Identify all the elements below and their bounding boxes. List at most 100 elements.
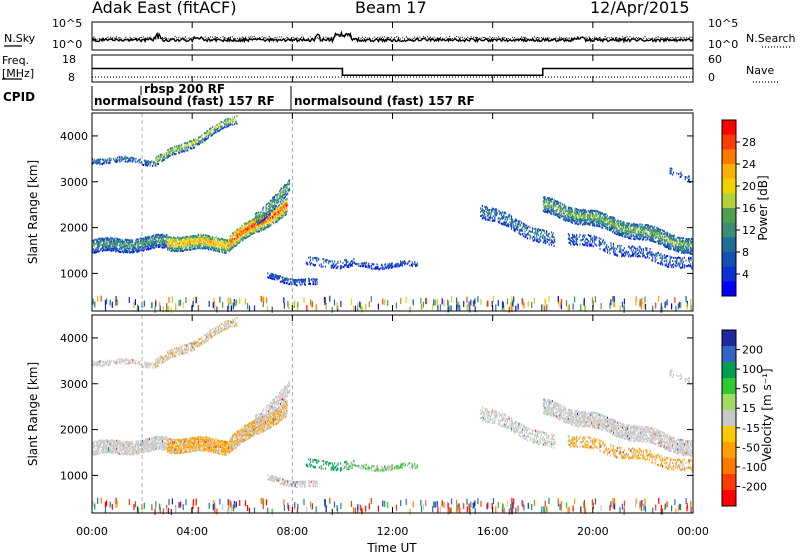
power-colorbar-tick-label: 12 — [742, 224, 756, 237]
velocity-colorbar-label: Velocity [m s⁻¹] — [760, 368, 774, 461]
freq-label-1: Freq. — [2, 54, 29, 67]
power-colorbar-swatch — [722, 134, 736, 150]
noise-sky-trace — [91, 30, 694, 44]
x-tick-label: 04:00 — [176, 525, 208, 538]
power-colorbar-tick-label: 20 — [742, 180, 756, 193]
x-tick-label: 00:00 — [677, 525, 709, 538]
nave-tick-top: 60 — [708, 53, 722, 66]
freq-label-2: [MHz] — [2, 67, 34, 80]
cpid-label: CPID — [3, 90, 35, 104]
velocity-colorbar-tick-label: 100 — [742, 363, 763, 376]
frequency-trace — [92, 67, 693, 77]
power-feature — [567, 232, 694, 270]
velocity-colorbar-swatch — [722, 362, 736, 379]
velocity-feature — [567, 434, 694, 472]
power-colorbar-swatch — [722, 281, 736, 297]
power-feature — [167, 233, 230, 254]
velocity-colorbar-frame — [721, 329, 737, 507]
y-tick-label: 2000 — [60, 424, 88, 437]
power-colorbar-swatch — [722, 222, 736, 238]
power-colorbar-tick-label: 4 — [742, 268, 749, 281]
velocity-colorbar-tick-label: -15 — [742, 422, 760, 435]
power-colorbar-label: Power [dB] — [756, 175, 770, 240]
power-colorbar-swatch — [722, 178, 736, 194]
y-tick-label: 1000 — [60, 267, 88, 280]
velocity-colorbar-swatch — [722, 410, 736, 427]
velocity-colorbar-swatch — [722, 378, 736, 395]
power-colorbar-swatch — [722, 164, 736, 180]
velocity-yticks: 1000 2000 3000 4000 — [60, 332, 693, 482]
nave-label: Nave — [746, 64, 774, 77]
power-colorbar-swatch — [722, 208, 736, 224]
freq-tick-bottom: 8 — [68, 71, 75, 84]
power-feature — [267, 272, 318, 287]
date-label: 12/Apr/2015 — [590, 0, 690, 17]
power-feature — [92, 233, 168, 254]
velocity-colorbar-tick-label: -100 — [742, 461, 767, 474]
cpid-segment-1: rbsp 200 RF — [144, 82, 225, 96]
station-title: Adak East (fitACF) — [92, 0, 236, 17]
power-colorbar-swatch — [722, 120, 736, 136]
power-feature — [480, 204, 556, 247]
power-colorbar-tick-label: 28 — [742, 136, 756, 149]
velocity-colorbar-tick-label: 200 — [742, 344, 763, 357]
x-tick-label: 20:00 — [577, 525, 609, 538]
near-range-speckle — [92, 497, 692, 515]
power-colorbar-swatch — [722, 193, 736, 209]
velocity-feature — [167, 435, 230, 456]
velocity-colorbar-swatch — [722, 458, 736, 475]
x-axis-label: Time UT — [366, 541, 417, 554]
velocity-feature — [154, 317, 238, 369]
velocity-colorbar-swatch — [722, 426, 736, 443]
cpid-segment-2: normalsound (fast) 157 RF — [294, 94, 475, 108]
x-tick-label: 00:00 — [76, 525, 108, 538]
power-colorbar-swatch — [722, 237, 736, 253]
velocity-colorbar-swatch — [722, 442, 736, 459]
power-feature — [542, 196, 694, 255]
noise-right-tick-bottom: 10^0 — [708, 38, 738, 51]
velocity-colorbar-swatch — [722, 346, 736, 363]
near-range-speckle — [92, 295, 692, 313]
power-feature — [342, 260, 418, 271]
velocity-colorbar-swatch — [722, 394, 736, 411]
power-ylabel: Slant Range [km] — [26, 160, 40, 264]
power-feature — [305, 256, 355, 270]
noise-right-label: N.Search — [746, 32, 796, 45]
power-yticks: 1000 2000 3000 4000 — [60, 130, 693, 280]
noise-left-tick-bottom: 10^0 — [52, 38, 82, 51]
velocity-colorbar-tick-label: 50 — [742, 383, 756, 396]
velocity-colorbar-tick-label: -50 — [742, 441, 760, 454]
beam-label: Beam 17 — [355, 0, 427, 17]
velocity-colorbar: 200 100 50 15 -15 -50 -100 -200 — [721, 329, 767, 507]
x-axis-ticks: 00:00 04:00 08:00 12:00 16:00 20:00 00:00 — [76, 22, 709, 538]
power-panel — [92, 113, 694, 313]
velocity-feature — [305, 458, 355, 472]
x-tick-label: 08:00 — [276, 525, 308, 538]
power-colorbar-tick-label: 16 — [742, 202, 756, 215]
power-colorbar-swatch — [722, 266, 736, 282]
power-colorbar: 28 24 20 16 12 8 4 — [721, 119, 756, 297]
y-tick-label: 3000 — [60, 176, 88, 189]
velocity-feature — [267, 474, 318, 489]
nave-tick-bottom: 0 — [708, 71, 715, 84]
velocity-colorbar-swatch — [722, 474, 736, 491]
velocity-panel — [92, 315, 694, 515]
y-tick-label: 2000 — [60, 222, 88, 235]
power-feature — [92, 155, 155, 167]
velocity-feature — [669, 369, 694, 385]
x-tick-label: 12:00 — [377, 525, 409, 538]
power-feature — [154, 115, 238, 167]
power-colorbar-tick-label: 24 — [742, 158, 756, 171]
velocity-panel-frame — [91, 314, 694, 514]
velocity-feature — [342, 462, 418, 473]
power-feature — [254, 179, 291, 225]
noise-search-trace — [91, 31, 694, 41]
x-tick-label: 16:00 — [477, 525, 509, 538]
cpid-segment-0: normalsound (fast) 157 RF — [94, 94, 275, 108]
velocity-feature — [229, 400, 288, 454]
y-tick-label: 3000 — [60, 378, 88, 391]
y-tick-label: 4000 — [60, 332, 88, 345]
power-feature — [669, 167, 694, 183]
noise-right-tick-top: 10^5 — [708, 17, 738, 30]
